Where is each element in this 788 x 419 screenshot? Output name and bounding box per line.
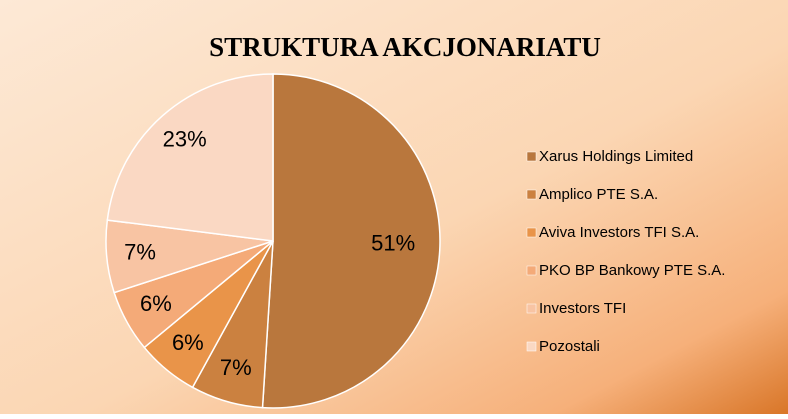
legend-label: Amplico PTE S.A. (539, 186, 658, 203)
legend-marker (526, 151, 537, 162)
pie-slice (261, 73, 441, 409)
data-label: 7% (220, 355, 252, 380)
legend-label: Investors TFI (539, 300, 626, 317)
data-label: 7% (124, 239, 156, 264)
legend-marker (526, 189, 537, 200)
data-label: 51% (371, 231, 415, 256)
legend-label: Xarus Holdings Limited (539, 148, 693, 165)
legend-marker (526, 265, 537, 276)
legend-label: Aviva Investors TFI S.A. (539, 224, 699, 241)
chart-title: STRUKTURA AKCJONARIATU (209, 32, 601, 62)
legend-marker (526, 227, 537, 238)
legend-label: PKO BP Bankowy PTE S.A. (539, 262, 725, 279)
data-label: 6% (172, 330, 204, 355)
legend-marker (526, 341, 537, 352)
data-label: 6% (140, 291, 172, 316)
legend-label: Pozostali (539, 338, 600, 355)
data-label: 23% (163, 127, 207, 152)
pie-slice (106, 73, 274, 242)
legend-marker (526, 303, 537, 314)
